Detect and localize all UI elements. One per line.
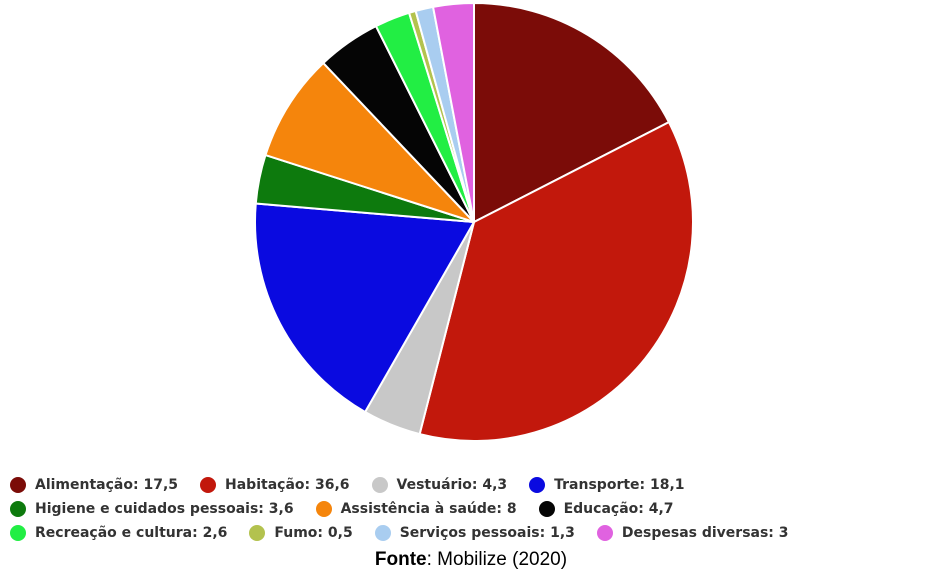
legend-label: Habitação: 36,6 bbox=[225, 477, 350, 493]
legend-label: Transporte: 18,1 bbox=[554, 477, 685, 493]
legend-label: Assistência à saúde: 8 bbox=[340, 501, 517, 517]
legend-label: Alimentação: 17,5 bbox=[35, 477, 179, 493]
legend-label: Despesas diversas: 3 bbox=[621, 525, 789, 541]
legend-marker bbox=[249, 525, 266, 541]
pie-slices bbox=[254, 1, 694, 442]
pie-slice-transporte[interactable] bbox=[254, 202, 475, 413]
legend-item-educacao[interactable]: Educação: 4,7 bbox=[538, 501, 674, 517]
legend-marker bbox=[538, 501, 555, 517]
legend-item-fumo[interactable]: Fumo: 0,5 bbox=[249, 525, 353, 541]
legend-item-recreacao[interactable]: Recreação e cultura: 2,6 bbox=[10, 525, 227, 541]
legend-label: Educação: 4,7 bbox=[563, 501, 674, 517]
legend-item-despesas-diversas[interactable]: Despesas diversas: 3 bbox=[596, 525, 789, 541]
legend-item-assistencia-saude[interactable]: Assistência à saúde: 8 bbox=[315, 501, 517, 517]
legend-marker bbox=[374, 525, 391, 541]
legend-item-higiene[interactable]: Higiene e cuidados pessoais: 3,6 bbox=[10, 501, 294, 517]
pie-slice-assistencia-a-saude[interactable] bbox=[264, 62, 475, 223]
legend-row: Alimentação: 17,5 Habitação: 36,6 Vestuá… bbox=[10, 473, 942, 497]
legend-marker bbox=[10, 501, 26, 517]
pie-chart bbox=[254, 1, 694, 442]
legend-marker bbox=[315, 501, 332, 517]
pie-slice-despesas-diversas[interactable] bbox=[432, 1, 475, 223]
legend-label: Vestuário: 4,3 bbox=[396, 477, 508, 493]
legend-marker bbox=[10, 477, 26, 493]
legend-item-servicos-pessoais[interactable]: Serviços pessoais: 1,3 bbox=[374, 525, 575, 541]
legend-marker bbox=[10, 525, 26, 541]
pie-slice-habitacao[interactable] bbox=[418, 121, 694, 442]
legend-label: Higiene e cuidados pessoais: 3,6 bbox=[35, 501, 294, 517]
chart-legend: Alimentação: 17,5 Habitação: 36,6 Vestuá… bbox=[10, 473, 942, 545]
legend-label: Recreação e cultura: 2,6 bbox=[35, 525, 228, 541]
source-prefix: Fonte bbox=[374, 549, 427, 570]
source-text: : Mobilize (2020) bbox=[426, 549, 568, 570]
legend-marker bbox=[200, 477, 217, 493]
legend-item-alimentacao[interactable]: Alimentação: 17,5 bbox=[10, 477, 178, 493]
pie-slice-alimentacao[interactable] bbox=[473, 2, 670, 223]
legend-row: Recreação e cultura: 2,6 Fumo: 0,5 Servi… bbox=[10, 521, 942, 545]
source-caption: Fonte: Mobilize (2020) bbox=[0, 549, 942, 571]
legend-marker bbox=[596, 525, 613, 541]
legend-label: Fumo: 0,5 bbox=[274, 525, 353, 541]
legend-marker bbox=[529, 477, 546, 493]
legend-item-habitacao[interactable]: Habitação: 36,6 bbox=[200, 477, 350, 493]
legend-label: Serviços pessoais: 1,3 bbox=[399, 525, 575, 541]
legend-item-vestuario[interactable]: Vestuário: 4,3 bbox=[371, 477, 508, 493]
legend-row: Higiene e cuidados pessoais: 3,6 Assistê… bbox=[10, 497, 942, 521]
legend-marker bbox=[371, 477, 388, 493]
legend-item-transporte[interactable]: Transporte: 18,1 bbox=[529, 477, 685, 493]
